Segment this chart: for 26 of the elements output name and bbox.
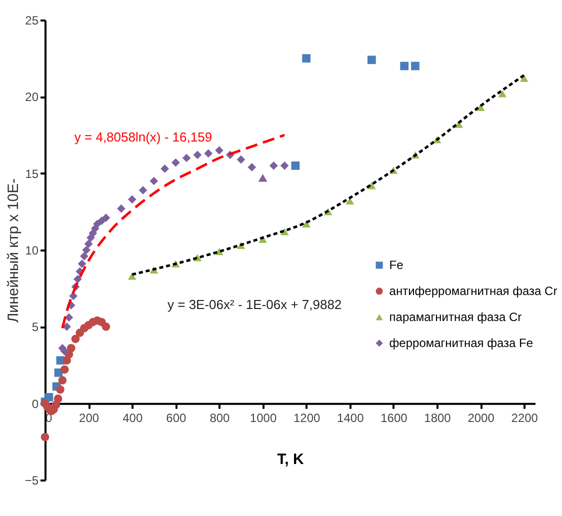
legend-label: ферромагнитная фаза Fe xyxy=(389,336,534,350)
x-tick-label: 2000 xyxy=(468,410,495,425)
x-axis-title: T, K xyxy=(277,450,304,468)
legend-label: Fe xyxy=(389,258,404,272)
y-tick-label: 20 xyxy=(25,90,39,104)
y-tick-label: 15 xyxy=(25,166,39,181)
annotation: y = 4,8058ln(x) - 16,159 xyxy=(74,129,212,144)
x-tick-label: 1200 xyxy=(293,410,321,425)
x-tick-label: 1400 xyxy=(337,410,364,425)
x-tick-label: 1000 xyxy=(250,410,277,425)
y-axis-title: Линейный ктр x 10E- xyxy=(4,178,22,323)
legend-label: антиферромагнитная фаза Cr xyxy=(389,284,558,298)
y-tick-label: 25 xyxy=(25,14,39,28)
x-tick-label: 800 xyxy=(210,410,230,425)
x-tick-label: 600 xyxy=(166,410,186,425)
x-tick-label: 1800 xyxy=(424,410,452,425)
x-tick-label: 1600 xyxy=(380,410,408,425)
y-tick-label: 5 xyxy=(32,320,39,334)
y-tick-label: −5 xyxy=(24,474,39,488)
y-tick-label: 0 xyxy=(32,396,39,411)
x-tick-label: 2200 xyxy=(511,410,538,425)
x-tick-label: 400 xyxy=(122,410,143,425)
legend-label: парамагнитная фаза Cr xyxy=(389,310,522,324)
annotation: y = 3E-06x² - 1E-06x + 7,9882 xyxy=(168,297,342,312)
y-tick-label: 10 xyxy=(25,244,39,258)
x-tick-label: 200 xyxy=(79,410,100,425)
